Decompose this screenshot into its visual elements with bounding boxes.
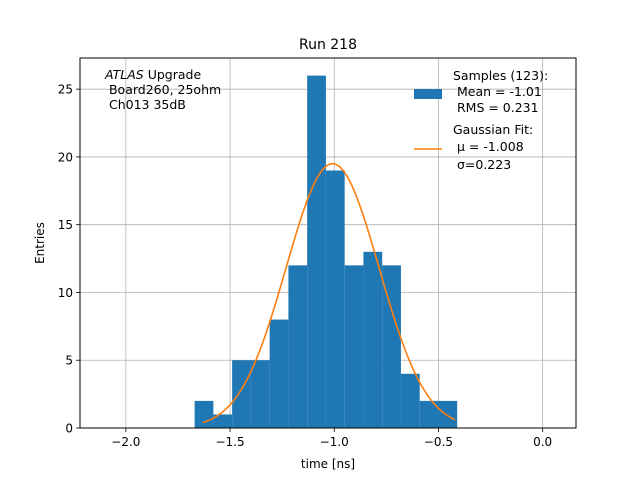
legend-fit-mu: μ = -1.008 <box>453 139 524 154</box>
legend-fit-label: Gaussian Fit: <box>453 122 533 137</box>
histogram-bar <box>307 75 326 428</box>
histogram-bar <box>400 373 420 428</box>
y-tick-label: 25 <box>58 83 73 97</box>
legend-histogram-label: Samples (123): <box>453 68 548 83</box>
histogram-bar <box>232 360 251 428</box>
x-axis-label: time [ns] <box>301 457 355 471</box>
x-tick-label: −1.5 <box>215 435 244 449</box>
legend: Samples (123): Mean = -1.01 RMS = 0.231 … <box>414 68 548 172</box>
annotation-line-1: ATLAS Upgrade <box>104 67 201 82</box>
y-tick-label: 5 <box>65 354 73 368</box>
y-tick-label: 20 <box>58 150 73 164</box>
legend-histogram-swatch <box>414 89 442 99</box>
annotation-atlas-text: ATLAS <box>104 67 144 82</box>
histogram-bar <box>213 414 233 428</box>
x-axis-ticks: −2.0 −1.5 −1.0 −0.5 0.0 <box>111 428 552 449</box>
y-tick-label: 0 <box>65 422 73 436</box>
y-axis-label: Entries <box>33 222 47 264</box>
legend-histogram-rms: RMS = 0.231 <box>453 100 539 115</box>
gaussian-fit-line <box>202 162 456 424</box>
x-tick-label: −0.5 <box>424 435 453 449</box>
histogram-bars <box>194 75 458 428</box>
y-axis-ticks: 0 5 10 15 20 25 <box>58 83 80 436</box>
histogram-bar <box>250 360 270 428</box>
histogram-bar <box>438 400 458 428</box>
histogram-bar <box>194 400 214 428</box>
plot-frame <box>79 57 577 429</box>
x-tick-label: −1.0 <box>320 435 349 449</box>
histogram-bar <box>288 265 308 428</box>
x-tick-label: −2.0 <box>111 435 140 449</box>
fit-curve <box>202 162 456 424</box>
y-tick-label: 15 <box>58 218 73 232</box>
chart-title: Run 218 <box>299 37 357 53</box>
histogram-bar <box>363 251 383 428</box>
legend-histogram-mean: Mean = -1.01 <box>453 84 542 99</box>
legend-fit-sigma: σ=0.223 <box>453 157 511 172</box>
annotation-line-2: Board260, 25ohm <box>105 82 221 97</box>
histogram-bar <box>325 170 345 428</box>
annotation-line-3: Ch013 35dB <box>105 97 186 112</box>
histogram-bar <box>382 265 401 428</box>
histogram-bar <box>269 319 289 428</box>
x-tick-label: 0.0 <box>533 435 552 449</box>
annotation-upgrade-text: Upgrade <box>144 67 202 82</box>
histogram-bar <box>419 400 439 428</box>
atlas-annotation: ATLAS Upgrade Board260, 25ohm Ch013 35dB <box>104 67 221 112</box>
y-tick-label: 10 <box>58 286 73 300</box>
histogram-bar <box>344 265 364 428</box>
